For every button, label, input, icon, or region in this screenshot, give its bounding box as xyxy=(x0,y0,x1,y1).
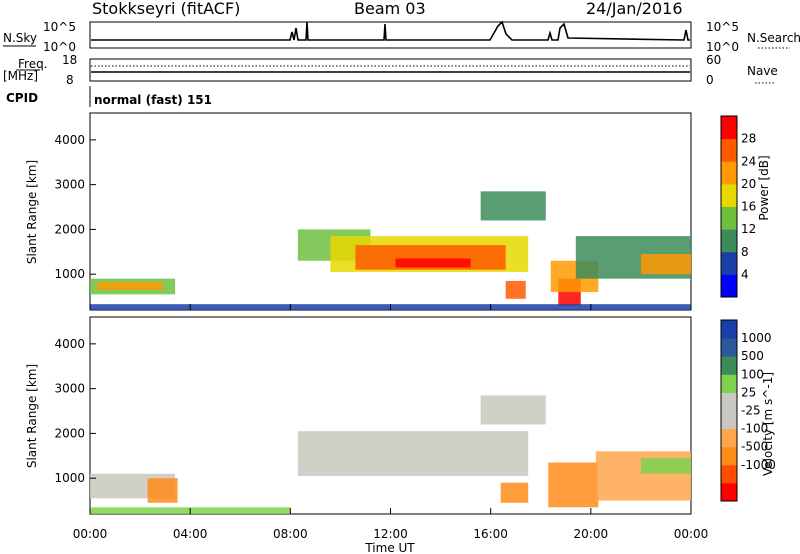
freq-unit: [MHz] xyxy=(3,69,38,83)
power-panel: 1000 2000 3000 4000 Slant Range [km] 4 8 12 16… xyxy=(25,112,771,311)
date-title: 24/Jan/2016 xyxy=(586,0,683,18)
velocity-region-7 xyxy=(640,458,691,474)
power-colorbar-swatch-4 xyxy=(721,183,737,207)
power-colorbar-swatch-6 xyxy=(721,138,737,162)
xtick-label-0: 00:00 xyxy=(73,527,108,541)
power-colorbar-swatch-7 xyxy=(721,116,737,140)
xtick-label-5: 20:00 xyxy=(574,527,609,541)
power-plot-frame xyxy=(89,112,692,311)
power-colorbar-swatch-0 xyxy=(721,274,737,298)
freq-panel: Freq. [MHz] 18 8 60 0 Nave xyxy=(3,53,778,87)
velocity-ytick-label-3: 4000 xyxy=(54,337,85,351)
velocity-colorbar-swatch-8 xyxy=(721,338,737,357)
power-colorbar-swatch-5 xyxy=(721,161,737,185)
nsky-label: N.Sky xyxy=(3,31,37,45)
velocity-colorbar-label: Velocity [m s^-1] xyxy=(761,372,775,476)
velocity-ytick-label-1: 2000 xyxy=(54,426,85,440)
power-ytick-label-0: 1000 xyxy=(54,267,85,281)
nsearch-tick-top: 10^5 xyxy=(706,20,739,34)
velocity-colorbar-tick-2: 100 xyxy=(741,367,764,381)
velocity-region-1 xyxy=(147,478,178,503)
beam-title: Beam 03 xyxy=(354,0,426,18)
power-colorbar-tick-5: 24 xyxy=(741,154,756,168)
velocity-colorbar-tick-1: 500 xyxy=(741,349,764,363)
velocity-ylabel: Slant Range [km] xyxy=(25,364,39,468)
velocity-colorbar-swatch-1 xyxy=(721,464,737,484)
velocity-region-4 xyxy=(500,482,529,503)
velocity-colorbar-tick-0: 1000 xyxy=(741,331,772,345)
xtick-label-6: 00:00 xyxy=(674,527,709,541)
power-colorbar-tick-4: 20 xyxy=(741,177,756,191)
velocity-colorbar-swatch-5 xyxy=(721,392,737,411)
nave-label: Nave xyxy=(747,64,778,78)
power-colorbar-tick-3: 16 xyxy=(741,200,756,214)
power-ytick-label-3: 4000 xyxy=(54,133,85,147)
velocity-colorbar-tick-3: 25 xyxy=(741,385,756,399)
cpid-value: normal (fast) 151 xyxy=(94,93,212,107)
power-region-1 xyxy=(97,282,163,290)
power-colorbar-tick-6: 28 xyxy=(741,132,756,146)
power-colorbar-swatch-1 xyxy=(721,251,737,275)
x-axis-label: Time UT xyxy=(364,541,415,554)
power-colorbar-tick-0: 4 xyxy=(741,267,749,281)
nsearch-tick-bottom: 10^0 xyxy=(706,40,739,54)
xtick-label-4: 16:00 xyxy=(473,527,508,541)
nsky-trace xyxy=(91,20,690,41)
velocity-colorbar-frame xyxy=(720,319,738,502)
xtick-label-3: 12:00 xyxy=(373,527,408,541)
freq-tick-top: 18 xyxy=(62,53,77,67)
power-colorbar-tick-2: 12 xyxy=(741,222,756,236)
velocity-colorbar-tick-5: -100 xyxy=(741,422,768,436)
power-region-7 xyxy=(505,280,526,299)
velocity-ytick-label-2: 3000 xyxy=(54,382,85,396)
velocity-colorbar-swatch-7 xyxy=(721,356,737,375)
velocity-colorbar-swatch-2 xyxy=(721,446,737,466)
velocity-colorbar-tick-4: -25 xyxy=(741,404,761,418)
power-ylabel: Slant Range [km] xyxy=(25,160,39,264)
velocity-colorbar-swatch-9 xyxy=(721,320,737,339)
power-region-5 xyxy=(395,258,471,268)
station-title: Stokkseyri (fitACF) xyxy=(92,0,240,18)
nsearch-label: N.Search xyxy=(747,31,800,45)
velocity-colorbar-tick-6: -500 xyxy=(741,440,768,454)
velocity-ytick-label-0: 1000 xyxy=(54,471,85,485)
velocity-colorbar-tick-7: -1000 xyxy=(741,458,776,472)
nsky-tick-top: 10^5 xyxy=(43,20,76,34)
nave-tick-bottom: 0 xyxy=(706,73,714,87)
velocity-colorbar-swatch-6 xyxy=(721,374,737,393)
velocity-colorbar-swatch-4 xyxy=(721,410,737,430)
freq-label: Freq. xyxy=(18,57,48,71)
freq-tick-bottom: 8 xyxy=(66,73,74,87)
velocity-region-2 xyxy=(297,431,529,476)
nsky-tick-bottom: 10^0 xyxy=(43,40,76,54)
power-region-11 xyxy=(640,254,691,275)
nave-tick-top: 60 xyxy=(706,53,721,67)
xtick-label-2: 08:00 xyxy=(273,527,308,541)
power-colorbar-label: Power [dB] xyxy=(757,155,771,220)
power-colorbar-frame xyxy=(720,115,738,298)
nsky-panel: N.Sky 10^5 10^0 10^5 10^0 N.Search xyxy=(3,20,800,54)
velocity-panel: 1000 2000 3000 4000 Slant Range [km] 1000 50… xyxy=(25,316,776,515)
power-ytick-label-1: 2000 xyxy=(54,222,85,236)
velocity-colorbar-swatch-3 xyxy=(721,428,737,448)
power-colorbar-swatch-2 xyxy=(721,229,737,253)
xtick-label-1: 04:00 xyxy=(173,527,208,541)
power-region-6 xyxy=(480,191,546,221)
cpid-label: CPID xyxy=(6,91,38,105)
power-ytick-label-2: 3000 xyxy=(54,178,85,192)
velocity-region-3 xyxy=(480,395,546,425)
velocity-region-5 xyxy=(548,462,599,508)
power-colorbar-tick-1: 8 xyxy=(741,245,749,259)
power-colorbar-swatch-3 xyxy=(721,206,737,230)
velocity-colorbar-swatch-0 xyxy=(721,482,737,502)
